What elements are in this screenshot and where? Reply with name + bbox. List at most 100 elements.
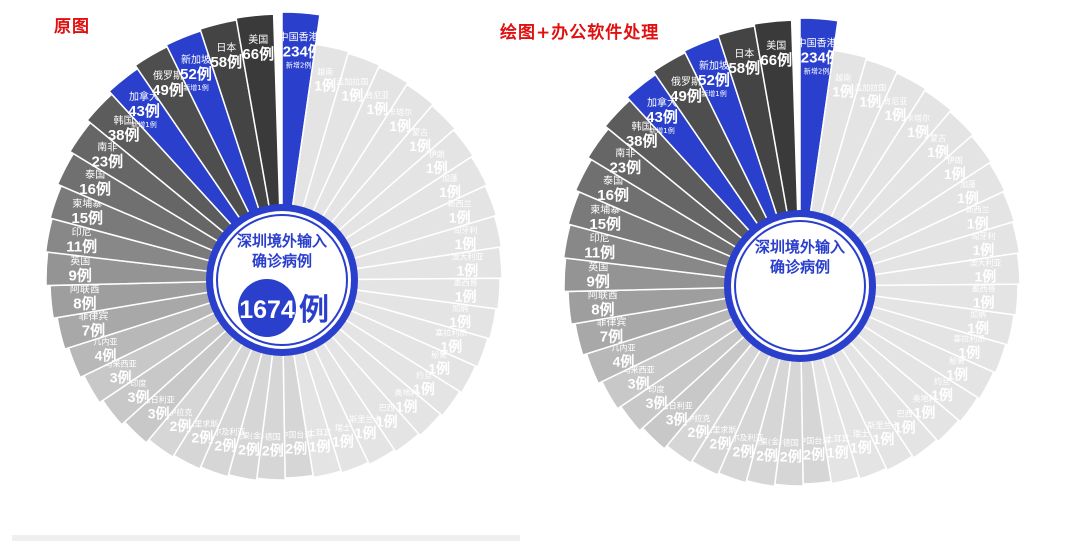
slice-value: 1例 (873, 431, 895, 447)
slice-value: 1例 (832, 84, 854, 100)
slice-value: 16例 (79, 180, 111, 198)
slice-value: 1例 (827, 445, 849, 461)
slice-value: 2例 (732, 443, 754, 459)
slice-label: 澳大利亚 (451, 251, 483, 261)
slice-value: 1例 (931, 387, 953, 403)
slice-label: 泰国 (603, 174, 623, 187)
slice-label: 土耳其 (308, 428, 332, 438)
slice-value: 1例 (409, 138, 431, 154)
slice-label: 卡塔尔 (906, 113, 930, 123)
slice-value: 1例 (944, 166, 966, 182)
slice-value: 7例 (82, 321, 105, 339)
slice-value: 1例 (332, 434, 354, 450)
slice-label: 印尼 (72, 227, 92, 239)
slice-value: 9例 (69, 266, 92, 284)
slice-label: 越南 (317, 67, 333, 77)
slice-label: 阿联酋 (588, 289, 618, 302)
slice-label: 阿联酋 (70, 283, 100, 296)
slice-value: 7例 (600, 327, 623, 345)
slice-value: 1例 (967, 216, 989, 232)
slice-label: 墨西哥 (454, 279, 478, 288)
slice-value: 1例 (389, 118, 411, 134)
slice-label: 南非 (615, 146, 635, 159)
slice-value: 1例 (957, 190, 979, 206)
slice-label: 土耳其 (826, 434, 850, 444)
slice-value: 1234例 (792, 49, 840, 67)
slice-label: 中国台湾 (280, 429, 312, 439)
slice-value: 2例 (214, 437, 236, 453)
slice-value: 1例 (850, 440, 872, 456)
slice-label: 新加坡 (699, 59, 729, 72)
slice-value: 38例 (108, 126, 140, 144)
slice-label: 刚果(金) (752, 437, 782, 447)
slice-label: 英国 (70, 254, 90, 267)
slice-value: 1例 (927, 144, 949, 160)
slice-label: 韩国 (632, 120, 652, 133)
slice-note: 新增1例 (701, 89, 726, 98)
slice-value: 2例 (262, 443, 284, 459)
slice-label: 卡塔尔 (388, 107, 412, 117)
chart-original: 中国香港 1234例 新增2例 越南 1例 孟加拉国 1例 肯尼亚 1例 卡塔尔 1例 蒙古 1例 伊朗 1… (44, 11, 503, 482)
slice-value: 9例 (587, 272, 610, 290)
slice-value: 52例 (180, 65, 212, 83)
slice-note: 新增2例 (804, 67, 829, 76)
slice-label: 加蓬 (960, 179, 976, 189)
slice-value: 2例 (169, 418, 191, 434)
slice-label: 日本 (216, 41, 236, 54)
slice-value: 1例 (914, 405, 936, 421)
slice-value: 2例 (285, 440, 307, 456)
slice-label: 塞拉利昂 (953, 333, 985, 343)
bottom-bar (12, 535, 520, 541)
slice-label: 伊朗 (947, 155, 963, 165)
slice-value: 1例 (413, 381, 435, 397)
slice-label: 英国 (588, 260, 608, 273)
slice-value: 3例 (110, 370, 132, 386)
slice-value: 1例 (455, 236, 477, 252)
slice-value: 1例 (376, 413, 398, 429)
chart-processed: 中国香港 1234例 新增2例 越南 1例 孟加拉国 1例 肯尼亚 1例 卡塔尔 1例 蒙古 1例 伊朗 1… (540, 0, 1070, 540)
slice-value: 11例 (66, 238, 97, 256)
slice-label: 德国 (783, 438, 799, 448)
slice-value: 1例 (449, 210, 471, 226)
slice-value: 58例 (728, 59, 760, 77)
slice-label: 瑞士 (853, 429, 869, 439)
slice-label: 瑞士 (335, 423, 351, 433)
slice-value: 1例 (455, 289, 477, 305)
slice-label: 阿尔及利亚 (205, 426, 245, 436)
slice-value: 8例 (591, 301, 614, 319)
slice-label: 中国香港 (279, 31, 319, 44)
slice-note: 新增1例 (131, 120, 156, 129)
slice-label: 奥地利 (912, 394, 936, 404)
slice-label: 加拿大 (129, 90, 159, 103)
slice-label: 尼日利亚 (661, 400, 693, 410)
slice-value: 1例 (967, 320, 989, 336)
slice-value: 23例 (91, 152, 123, 170)
slice-label: 俄罗斯 (153, 69, 183, 82)
slice-value: 1234例 (274, 43, 322, 61)
slice-value: 1例 (341, 88, 363, 104)
slice-value: 66例 (242, 45, 274, 63)
slice-value: 2例 (238, 442, 260, 458)
slice-value: 1例 (355, 425, 377, 441)
slice-value: 1例 (958, 344, 980, 360)
slice-label: 阿尔及利亚 (723, 432, 763, 442)
slice-value: 38例 (626, 132, 658, 150)
slice-value: 4例 (95, 347, 117, 363)
slice-value: 1例 (440, 338, 462, 354)
slice-value: 1例 (894, 419, 916, 435)
slice-value: 1例 (973, 295, 995, 311)
slice-value: 2例 (756, 448, 778, 464)
slice-value: 2例 (709, 435, 731, 451)
slice-label: 印度 (649, 384, 665, 394)
slice-label: 塞拉利昂 (435, 327, 467, 337)
slice-label: 秘鲁 (431, 350, 447, 360)
slice-label: 日本 (734, 47, 754, 60)
slice-value: 3例 (628, 376, 650, 392)
slice-value: 2例 (780, 449, 802, 465)
total-badge (238, 279, 296, 337)
slice-value: 3例 (666, 411, 688, 427)
slice-value: 1例 (946, 367, 968, 383)
slice-label: 泰国 (85, 168, 105, 181)
slice-label: 匈牙利 (453, 225, 477, 235)
